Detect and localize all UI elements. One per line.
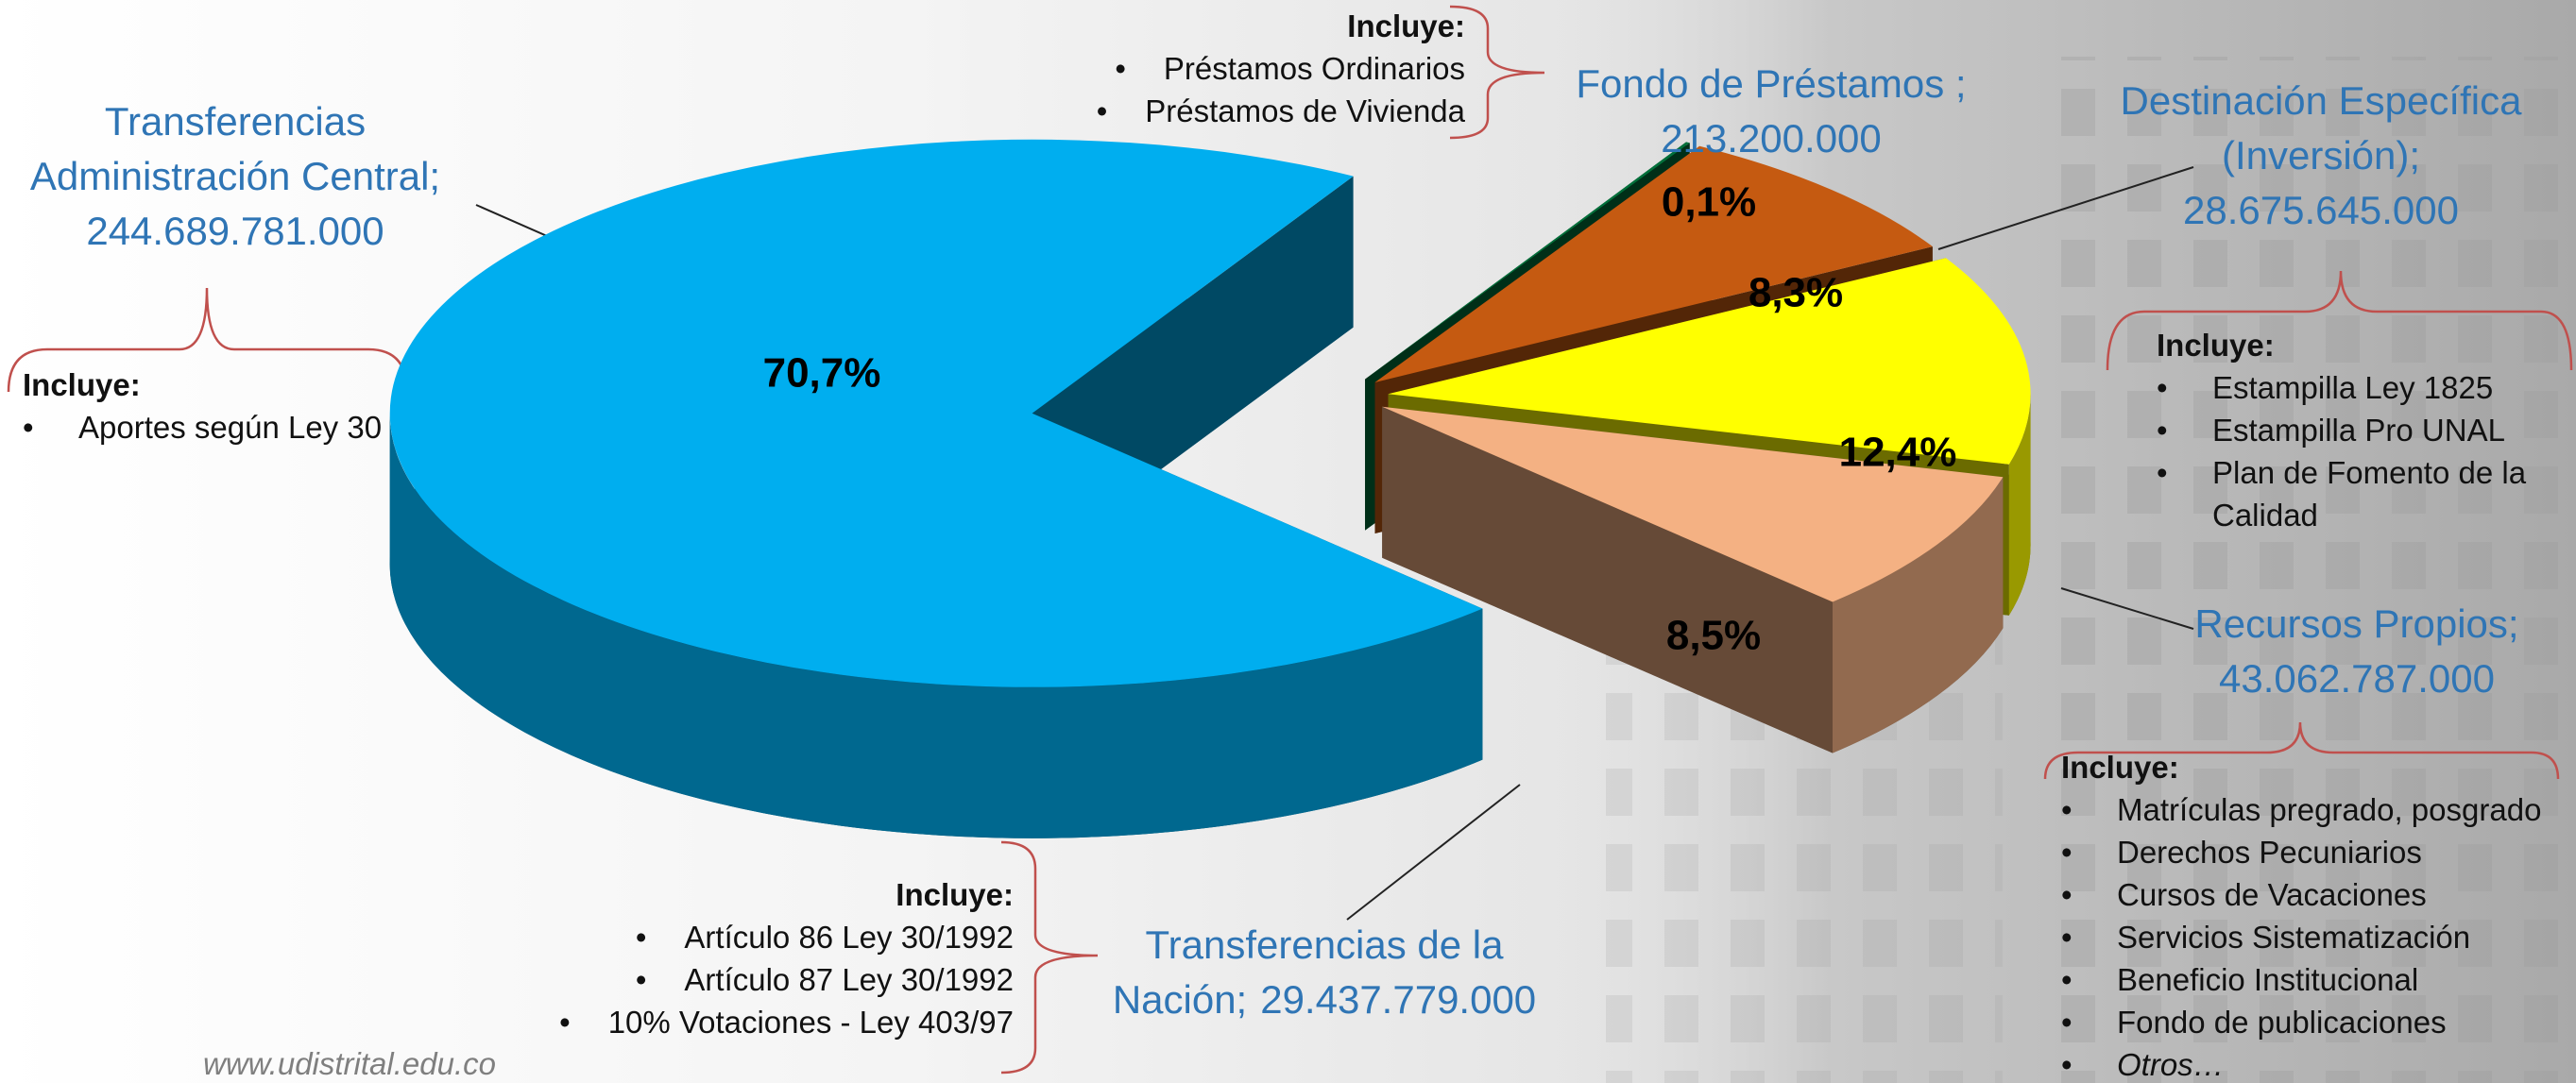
- note-item: Cursos de Vacaciones: [2061, 873, 2576, 916]
- brace: [2043, 721, 2560, 780]
- note-item-text: Aportes según Ley 30: [78, 410, 383, 445]
- slice-top: [1382, 406, 2004, 602]
- brace: [1000, 840, 1099, 1075]
- note-heading: Incluye:: [2061, 750, 2179, 785]
- note-list: Aportes según Ley 30: [23, 406, 476, 448]
- brace: [7, 287, 409, 393]
- category-label: Transferencias de la Nación; 29.437.779.0…: [1069, 918, 1579, 1027]
- leader-line: [1346, 784, 1521, 921]
- note-item-text: Préstamos de Vivienda: [1145, 93, 1465, 128]
- slice: [1382, 406, 2004, 753]
- note-item-text: Matrículas pregrado, posgrado: [2117, 792, 2542, 827]
- amount-label: 213.200.000: [1661, 116, 1882, 161]
- note-item-text: Beneficio Institucional: [2117, 962, 2419, 997]
- category-name: Recursos Propios;: [2194, 601, 2519, 646]
- slice-cut-face: [1382, 406, 1833, 753]
- note-list: Matrículas pregrado, posgrado Derechos Pe…: [2061, 788, 2576, 1083]
- slice: [389, 139, 1483, 838]
- note-item: Servicios Sistematización: [2061, 916, 2576, 958]
- note-item-text: Cursos de Vacaciones: [2117, 877, 2427, 912]
- note-item-text: Fondo de publicaciones: [2117, 1005, 2447, 1040]
- pie: [389, 139, 2031, 838]
- note-item: Matrículas pregrado, posgrado: [2061, 788, 2576, 831]
- value-label: 0,1%: [1662, 179, 1756, 226]
- note-item-text: Plan de Fomento de la Calidad: [2212, 455, 2527, 533]
- note-item: Beneficio Institucional: [2061, 958, 2576, 1001]
- slice-top: [1365, 142, 1690, 380]
- note-heading: Incluye:: [896, 877, 1014, 912]
- note-item-text: Artículo 86 Ley 30/1992: [684, 920, 1014, 955]
- category-name: Transferencias Administración Central;: [29, 99, 441, 198]
- note-item: Fondo de publicaciones: [2061, 1001, 2576, 1043]
- note-item-text: Servicios Sistematización: [2117, 920, 2471, 955]
- amount-label: 28.675.645.000: [2183, 188, 2459, 232]
- note-item-text: Otros…: [2117, 1047, 2225, 1082]
- leader-line: [1937, 166, 2194, 250]
- slice-top: [389, 139, 1483, 687]
- note-item: Aportes según Ley 30: [23, 406, 476, 448]
- note-item: 10% Votaciones - Ley 403/97: [559, 1001, 1014, 1043]
- note-heading: Incluye:: [2157, 328, 2275, 363]
- note-item: Artículo 86 Ley 30/1992: [559, 916, 1014, 958]
- category-label: Transferencias Administración Central; 24…: [0, 94, 481, 259]
- note-item-text: Estampilla Ley 1825: [2212, 370, 2494, 405]
- note-item: Derechos Pecuniarios: [2061, 831, 2576, 873]
- note-heading: Incluye:: [23, 367, 141, 402]
- note-item: Artículo 87 Ley 30/1992: [559, 958, 1014, 1001]
- note-list: Estampilla Ley 1825 Estampilla Pro UNAL Pl…: [2157, 366, 2576, 536]
- note-item-text: Artículo 87 Ley 30/1992: [684, 962, 1014, 997]
- slice-top: [1374, 145, 1933, 382]
- brace: [1449, 5, 1545, 140]
- note-item: Otros…: [2061, 1043, 2576, 1083]
- note-list: Artículo 86 Ley 30/1992 Artículo 87 Ley 3…: [559, 916, 1014, 1043]
- value-label: 12,4%: [1839, 430, 1957, 476]
- category-label: Fondo de Préstamos ; 213.200.000: [1526, 57, 2017, 166]
- value-label: 8,5%: [1666, 613, 1761, 659]
- value-label: 70,7%: [763, 350, 881, 397]
- category-label: Recursos Propios; 43.062.787.000: [2149, 597, 2565, 706]
- note: Incluye: Estampilla Ley 1825 Estampilla Pr…: [2157, 324, 2576, 536]
- category-name: Destinación Específica (Inversión);: [2120, 78, 2522, 178]
- leader-line: [2060, 587, 2194, 630]
- slice-side: [389, 413, 1483, 838]
- note-item-text: 10% Votaciones - Ley 403/97: [607, 1005, 1014, 1040]
- percent-labels: 0,1% 8,3% 12,4% 8,5% 70,7%: [763, 179, 1957, 659]
- note-item: Préstamos Ordinarios: [1097, 47, 1465, 90]
- background-building: [1511, 0, 2576, 1083]
- note-item: Plan de Fomento de la Calidad: [2157, 451, 2576, 536]
- category-label: Destinación Específica (Inversión); 28.67…: [2094, 74, 2548, 238]
- note-item: Préstamos de Vivienda: [1097, 90, 1465, 132]
- amount-label: 244.689.781.000: [86, 209, 384, 253]
- note-item-text: Estampilla Pro UNAL: [2212, 413, 2505, 448]
- category-name: Transferencias de la Nación;: [1112, 922, 1504, 1022]
- category-name: Fondo de Préstamos ;: [1576, 61, 1967, 106]
- note-item: Estampilla Ley 1825: [2157, 366, 2576, 409]
- slice-top: [1388, 258, 2031, 465]
- amount-label: 29.437.779.000: [1260, 977, 1537, 1022]
- note: Incluye:Artículo 86 Ley 30/1992Artículo …: [559, 873, 1014, 1043]
- note-item-text: Derechos Pecuniarios: [2117, 835, 2422, 870]
- note: Incluye: Aportes según Ley 30: [23, 364, 476, 448]
- brace: [2106, 270, 2573, 371]
- note-item-text: Préstamos Ordinarios: [1163, 51, 1465, 86]
- note-list: Préstamos Ordinarios Préstamos de Viviend…: [1097, 47, 1465, 132]
- slice-side: [2008, 394, 2031, 616]
- note: Incluye: Préstamos Ordinarios Préstamos de…: [1097, 5, 1465, 132]
- note-item: Estampilla Pro UNAL: [2157, 409, 2576, 451]
- footer: www.udistrital.edu.co: [203, 1046, 496, 1081]
- amount-label: 43.062.787.000: [2219, 656, 2495, 701]
- note-heading: Incluye:: [1347, 8, 1465, 43]
- value-label: 8,3%: [1749, 270, 1843, 316]
- slice-side: [1833, 477, 2004, 753]
- note: Incluye: Matrículas pregrado, posgrado Der…: [2061, 746, 2576, 1083]
